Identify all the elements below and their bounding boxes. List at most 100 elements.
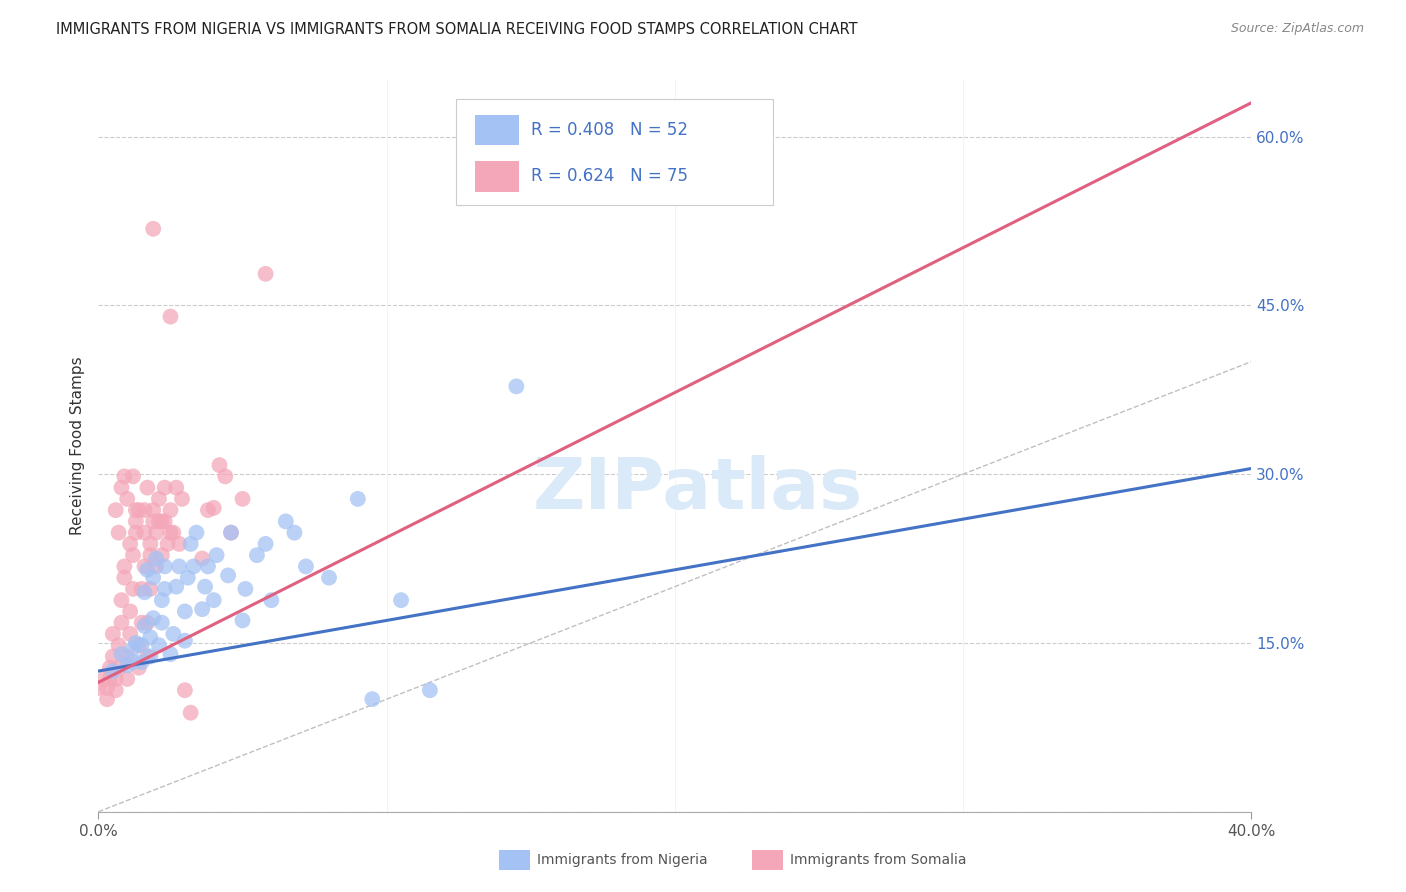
Point [122, 582, 145, 596]
Point [156, 537, 179, 551]
Point [112, 469, 135, 483]
Point [131, 655, 153, 669]
Point [117, 658, 139, 673]
Point [167, 559, 190, 574]
Point [117, 491, 139, 506]
Point [186, 525, 208, 540]
Point [153, 481, 176, 495]
Point [131, 582, 153, 596]
Point [148, 491, 170, 506]
Point [174, 604, 197, 618]
Point [134, 559, 156, 574]
Point [139, 582, 162, 596]
Point [505, 379, 527, 393]
Point [145, 551, 167, 566]
Point [159, 310, 181, 324]
Point [180, 537, 202, 551]
Point [197, 503, 219, 517]
Point [120, 604, 142, 618]
Point [107, 638, 129, 652]
Text: Source: ZipAtlas.com: Source: ZipAtlas.com [1230, 22, 1364, 36]
FancyBboxPatch shape [456, 99, 773, 204]
Point [194, 580, 217, 594]
Point [167, 537, 190, 551]
Point [125, 525, 148, 540]
FancyBboxPatch shape [475, 114, 519, 145]
Point [139, 537, 162, 551]
Point [120, 627, 142, 641]
Point [107, 525, 129, 540]
Point [93, 672, 115, 686]
Point [122, 548, 145, 562]
Point [162, 627, 184, 641]
Point [110, 615, 132, 630]
Point [231, 491, 254, 506]
Point [87, 681, 110, 695]
Point [274, 515, 297, 529]
Point [112, 559, 135, 574]
Point [96, 692, 118, 706]
Point [136, 563, 159, 577]
Point [174, 683, 197, 698]
Point [120, 537, 142, 551]
Point [318, 571, 340, 585]
Text: R = 0.624   N = 75: R = 0.624 N = 75 [531, 168, 688, 186]
Text: Immigrants from Nigeria: Immigrants from Nigeria [537, 853, 707, 867]
Point [254, 267, 277, 281]
Point [235, 582, 257, 596]
Point [104, 672, 127, 686]
Point [148, 638, 170, 652]
Text: ZIPatlas: ZIPatlas [533, 456, 863, 524]
Point [122, 655, 145, 669]
Point [295, 559, 318, 574]
Text: IMMIGRANTS FROM NIGERIA VS IMMIGRANTS FROM SOMALIA RECEIVING FOOD STAMPS CORRELA: IMMIGRANTS FROM NIGERIA VS IMMIGRANTS FR… [56, 22, 858, 37]
Point [142, 503, 165, 517]
Point [205, 548, 228, 562]
Point [361, 692, 384, 706]
Point [150, 548, 173, 562]
Point [139, 649, 162, 664]
Point [419, 683, 441, 698]
Point [177, 571, 200, 585]
Point [136, 481, 159, 495]
Point [128, 661, 150, 675]
Point [219, 525, 242, 540]
Point [153, 559, 176, 574]
Point [134, 585, 156, 599]
Point [98, 672, 121, 686]
Point [117, 672, 139, 686]
Point [150, 515, 173, 529]
Text: Immigrants from Somalia: Immigrants from Somalia [790, 853, 967, 867]
Point [142, 611, 165, 625]
Point [202, 500, 225, 515]
Text: R = 0.408   N = 52: R = 0.408 N = 52 [531, 121, 688, 139]
Point [98, 661, 121, 675]
Point [117, 649, 139, 664]
Point [110, 647, 132, 661]
Point [96, 681, 118, 695]
Point [128, 503, 150, 517]
Point [283, 525, 305, 540]
Point [180, 706, 202, 720]
Point [134, 525, 156, 540]
Point [246, 548, 269, 562]
Point [183, 559, 205, 574]
Point [104, 503, 127, 517]
Point [104, 683, 127, 698]
Point [219, 525, 242, 540]
Point [131, 638, 153, 652]
Point [101, 627, 124, 641]
Point [197, 559, 219, 574]
Point [174, 633, 197, 648]
Point [389, 593, 412, 607]
Point [122, 469, 145, 483]
Point [145, 525, 167, 540]
Point [136, 615, 159, 630]
Point [101, 649, 124, 664]
Point [148, 515, 170, 529]
Point [162, 525, 184, 540]
Point [125, 503, 148, 517]
Point [110, 481, 132, 495]
Point [159, 647, 181, 661]
Point [110, 593, 132, 607]
